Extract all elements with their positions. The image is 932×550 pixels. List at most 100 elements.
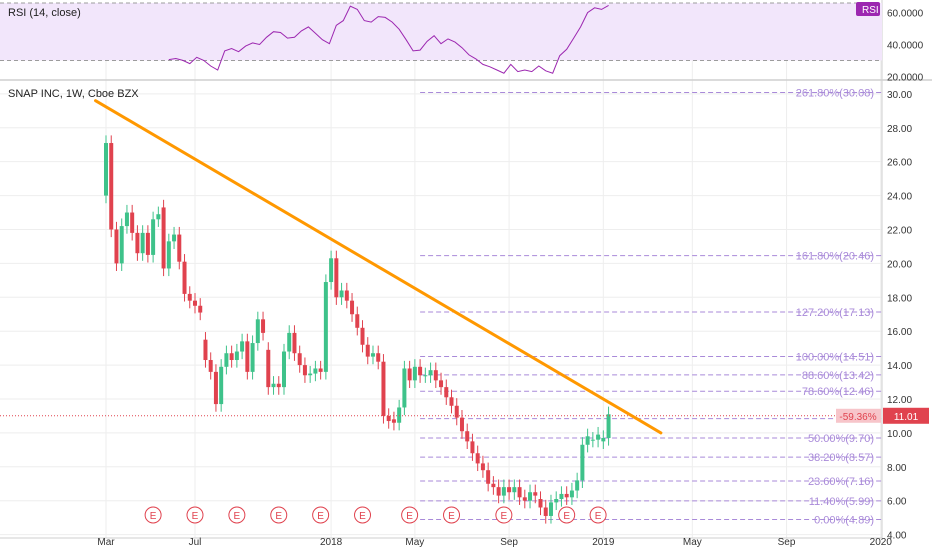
earnings-marker[interactable]: E: [186, 506, 204, 524]
candle-body: [407, 368, 412, 381]
chart-overlays: -59.36% 11.01: [0, 99, 929, 435]
candle: [156, 206, 161, 227]
candle: [428, 362, 433, 383]
earnings-marker[interactable]: E: [144, 506, 162, 524]
candle: [151, 211, 156, 263]
candle-body: [182, 261, 187, 294]
earnings-marker[interactable]: E: [228, 506, 246, 524]
earnings-marker[interactable]: E: [495, 506, 513, 524]
fib-level-label: 88.60%(13.42): [802, 370, 874, 382]
candle: [266, 342, 271, 395]
candle: [528, 484, 533, 509]
candle-body: [198, 305, 203, 313]
candle: [554, 491, 559, 511]
candle-body: [444, 387, 449, 398]
price-tick-label: 16.00: [887, 327, 912, 338]
candle: [329, 250, 334, 290]
candle-body: [192, 300, 197, 306]
earnings-circle: [144, 506, 162, 524]
candle-body: [559, 493, 564, 500]
earnings-marker[interactable]: E: [558, 506, 576, 524]
price-axis: Mar Jul 2018 May Sep 2019 May Sep 2020 60.0000 40.…: [97, 9, 923, 548]
candle-body: [240, 341, 245, 352]
candle: [104, 135, 108, 204]
candle: [140, 225, 145, 261]
earnings-marker[interactable]: E: [589, 506, 607, 524]
candle: [245, 333, 250, 380]
candle: [480, 455, 485, 478]
price-tick-label: 28.00: [887, 124, 912, 135]
candle: [569, 482, 574, 505]
candle: [355, 306, 360, 336]
candle-body: [292, 332, 297, 354]
candle: [114, 221, 119, 272]
rsi-tick-label: 40.0000: [887, 40, 924, 51]
candle-body: [569, 490, 574, 498]
candle: [507, 479, 512, 500]
candle: [512, 479, 517, 500]
candle-body: [140, 232, 145, 254]
candle-body: [266, 349, 271, 388]
x-tick-label: 2020: [870, 537, 893, 548]
candle: [276, 376, 281, 395]
candlestick-series: [104, 135, 611, 524]
earnings-circle: [558, 506, 576, 524]
candle-body: [187, 293, 192, 301]
candle-body: [156, 214, 161, 220]
candle: [433, 362, 438, 388]
earnings-letter: E: [234, 511, 241, 522]
candle: [130, 204, 135, 241]
candle: [318, 360, 323, 380]
candle-body: [543, 507, 548, 516]
change-badge: [836, 408, 881, 423]
rsi-badge[interactable]: RSI: [856, 2, 880, 16]
candle-body: [261, 319, 266, 333]
last-price-badge: [883, 407, 929, 424]
candle: [370, 345, 375, 365]
candle: [402, 360, 407, 416]
earnings-letter: E: [192, 511, 199, 522]
candle-body: [177, 234, 182, 262]
candle: [182, 254, 187, 302]
candle-body: [376, 353, 381, 362]
candle: [240, 333, 245, 360]
candle-body: [365, 344, 370, 357]
candle-body: [151, 219, 156, 255]
candle: [365, 337, 370, 365]
candle: [287, 325, 292, 360]
earnings-marker[interactable]: E: [354, 506, 372, 524]
candle: [203, 332, 208, 368]
candle-body: [449, 397, 454, 406]
candle-body: [323, 282, 328, 372]
candle-body: [454, 405, 459, 418]
candle-body: [480, 463, 485, 471]
candle-body: [580, 444, 585, 481]
candle: [585, 428, 590, 453]
candle-body: [596, 434, 601, 440]
earnings-marker[interactable]: E: [270, 506, 288, 524]
earnings-letter: E: [448, 511, 455, 522]
candle-body: [334, 258, 339, 298]
candle-body: [412, 366, 417, 381]
candle-body: [470, 441, 475, 454]
candle: [559, 486, 564, 507]
candle-body: [370, 353, 375, 357]
candle-body: [606, 414, 611, 438]
candle-body: [114, 229, 119, 264]
price-tick-label: 8.00: [887, 463, 907, 474]
x-tick-label: Sep: [500, 537, 518, 548]
candle: [465, 423, 470, 450]
candle-body: [109, 143, 114, 230]
candle: [166, 233, 171, 277]
price-tick-label: 20.00: [887, 259, 912, 270]
price-tick-label: 4.00: [887, 531, 907, 542]
earnings-marker[interactable]: E: [443, 506, 461, 524]
earnings-marker[interactable]: E: [401, 506, 419, 524]
rsi-tick-label: 20.0000: [887, 72, 924, 83]
trendline[interactable]: [94, 99, 663, 435]
candle-body: [271, 383, 276, 388]
candle: [418, 359, 423, 383]
earnings-marker[interactable]: E: [312, 506, 330, 524]
candle: [475, 445, 480, 472]
